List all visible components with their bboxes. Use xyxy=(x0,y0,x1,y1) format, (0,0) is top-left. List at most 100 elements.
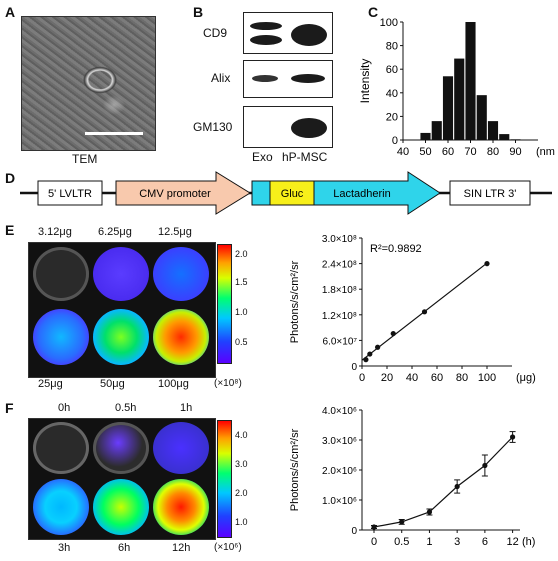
well xyxy=(93,247,149,301)
band xyxy=(291,118,327,138)
well xyxy=(33,479,89,535)
biolum-image-time xyxy=(28,418,216,540)
bar xyxy=(431,121,442,140)
panel-label-c: C xyxy=(368,4,379,20)
segment-sin-ltr xyxy=(449,180,531,206)
x-unit-label: (h) xyxy=(522,536,535,548)
x-tick-label: 60 xyxy=(431,372,443,384)
dose-label: 3.12μg xyxy=(38,226,72,238)
dose-label: 12.5μg xyxy=(158,226,192,238)
x-tick-label: 0 xyxy=(359,372,365,384)
time-label: 0.5h xyxy=(115,402,137,414)
data-point xyxy=(363,357,369,363)
segment-5lvltr-label: 5' LVLTR xyxy=(48,188,92,200)
well xyxy=(153,422,209,474)
x-unit-label: (nm) xyxy=(536,146,555,158)
blot-label-gm130: GM130 xyxy=(193,120,233,134)
colorbar-tick: 1.0 xyxy=(235,517,248,527)
time-label: 1h xyxy=(180,402,193,414)
colorbar-tick: 3.0 xyxy=(235,459,248,469)
blot-cd9 xyxy=(243,12,333,54)
bar xyxy=(442,76,454,140)
segment-gluc-label: Gluc xyxy=(281,188,304,200)
x-tick-label: 90 xyxy=(509,146,521,158)
time-label: 12h xyxy=(172,542,191,554)
panel-label-d: D xyxy=(5,170,16,186)
data-point xyxy=(509,434,516,440)
bar xyxy=(465,22,476,140)
colorbar-tick: 1.0 xyxy=(235,307,248,317)
time-label: 3h xyxy=(58,542,71,554)
bar xyxy=(454,58,465,140)
band xyxy=(250,22,282,30)
band xyxy=(291,74,325,83)
data-point xyxy=(367,351,373,357)
well xyxy=(33,309,89,365)
x-tick-label: 6 xyxy=(482,536,488,548)
y-tick-label: 0 xyxy=(351,362,357,373)
well xyxy=(33,422,89,474)
data-point xyxy=(375,344,381,350)
blot-gm130 xyxy=(243,106,333,148)
band xyxy=(250,35,282,45)
data-point xyxy=(484,261,490,267)
x-tick-label: 20 xyxy=(381,372,393,384)
x-tick-label: 100 xyxy=(478,372,496,384)
y-tick-label: 40 xyxy=(386,88,398,100)
well xyxy=(153,309,209,365)
colorbar-unit: (×10⁸) xyxy=(214,378,242,389)
time-label: 6h xyxy=(118,542,131,554)
lane-label-hpmsc: hP-MSC xyxy=(282,150,328,164)
biolum-image-dose xyxy=(28,242,216,378)
tem-micrograph xyxy=(21,16,156,151)
chart-size-distribution: 0 20 40 60 80 100 40 50 60 70 80 90 (nm) Intensity xyxy=(358,17,555,158)
chart-time-course: 0 1.0×10⁶ 2.0×10⁶ 3.0×10⁶ 4.0×10⁶ 0 0.5 1 3 6 12 (h… xyxy=(289,406,535,548)
colorbar-tick: 2.0 xyxy=(235,488,248,498)
panel-label-a: A xyxy=(5,4,16,20)
y-tick-label: 100 xyxy=(380,17,398,29)
blot-label-alix: Alix xyxy=(211,71,231,85)
segment-sinltr-label: SIN LTR 3' xyxy=(464,188,517,200)
y-tick-label: 3.0×10⁶ xyxy=(322,436,357,447)
well xyxy=(93,479,149,535)
y-axis-label: Intensity xyxy=(358,59,372,104)
colorbar-tick: 2.0 xyxy=(235,249,248,259)
colorbar-unit: (×10⁶) xyxy=(214,542,242,553)
x-tick-label: 40 xyxy=(397,146,409,158)
x-tick-label: 0 xyxy=(371,536,377,548)
y-tick-label: 1.2×10⁸ xyxy=(322,311,357,322)
r-squared-annotation: R²=0.9892 xyxy=(370,243,422,255)
y-tick-label: 4.0×10⁶ xyxy=(322,406,357,417)
x-tick-label: 40 xyxy=(406,372,418,384)
band xyxy=(291,24,327,46)
y-tick-label: 60 xyxy=(386,64,398,76)
data-point xyxy=(421,309,428,315)
colorbar-tick: 0.5 xyxy=(235,337,248,347)
y-tick-label: 1.8×10⁸ xyxy=(322,285,357,296)
construct-diagram: 5' LVLTR CMV promoter Gluc Lactadherin S… xyxy=(20,171,552,215)
y-tick-label: 1.0×10⁶ xyxy=(322,496,357,507)
x-tick-label: 1 xyxy=(426,536,432,548)
y-tick-label: 0 xyxy=(392,135,398,147)
bar xyxy=(510,139,521,140)
blot-alix xyxy=(243,60,333,98)
well xyxy=(153,479,209,535)
x-tick-label: 0.5 xyxy=(394,536,409,548)
segment-cmv-promoter xyxy=(115,171,251,215)
y-axis-label: Photons/s/cm²/sr xyxy=(289,260,301,343)
x-tick-label: 12 xyxy=(506,536,518,548)
x-tick-label: 3 xyxy=(454,536,460,548)
colorbar-time xyxy=(217,420,232,538)
chart-dose-response: 0 6.0×10⁷ 1.2×10⁸ 1.8×10⁸ 2.4×10⁸ 3.0×10⁸ 0 20 4… xyxy=(289,234,536,384)
well xyxy=(33,247,89,301)
bar xyxy=(420,132,431,140)
y-tick-label: 2.4×10⁸ xyxy=(322,260,357,271)
x-tick-label: 50 xyxy=(419,146,431,158)
band xyxy=(252,75,278,82)
x-tick-label: 70 xyxy=(464,146,476,158)
blot-label-cd9: CD9 xyxy=(203,26,228,40)
x-unit-label: (μg) xyxy=(516,372,536,384)
colorbar-dose xyxy=(217,244,232,364)
segment-cmv-label: CMV promoter xyxy=(139,188,211,200)
bar xyxy=(476,95,487,140)
